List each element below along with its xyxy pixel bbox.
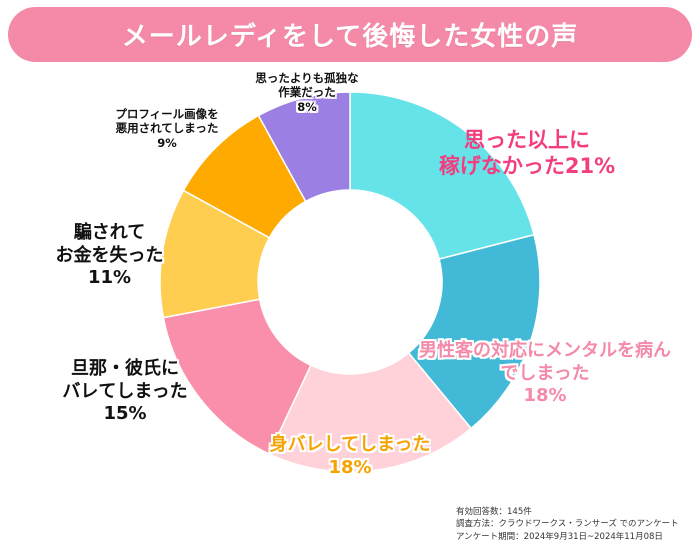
- donut-slice-2: [407, 233, 541, 430]
- label-partner: 旦那・彼氏に バレてしまった 15%: [40, 358, 210, 426]
- label-profile: プロフィール画像を 悪用されてしまった 9%: [92, 107, 242, 150]
- survey-method: 調査方法：クラウドワークス・ランサーズ でのアンケート: [456, 519, 679, 530]
- label-profile-line1: プロフィール画像を: [115, 107, 219, 121]
- label-lonely-line1: 思ったよりも孤独な: [255, 71, 359, 85]
- label-partner-line1: 旦那・彼氏に: [71, 358, 179, 379]
- label-money-pct: 11%: [87, 267, 132, 288]
- label-earnings-line1: 思った以上に: [464, 128, 590, 152]
- label-lonely: 思ったよりも孤独な 作業だった 8%: [237, 71, 377, 114]
- title-banner: メールレディをして後悔した女性の声: [8, 7, 692, 62]
- label-mental-pct: 18%: [523, 385, 567, 406]
- label-mental-line2: でしまった: [500, 362, 590, 384]
- label-partner-line2: バレてしまった: [62, 380, 188, 402]
- donut-slice-7: [257, 91, 351, 203]
- donut-slice-3: [268, 351, 473, 473]
- label-lonely-line2: 作業だった: [278, 85, 336, 100]
- label-lonely-pct: 8%: [297, 99, 317, 114]
- chart-title: メールレディをして後悔した女性の声: [121, 22, 579, 52]
- label-earnings-line2: 稼げなかった21%: [438, 154, 616, 179]
- label-mental: 男性客の対応にメンタルを病ん でしまった 18%: [395, 340, 695, 408]
- survey-count: 有効回答数：145件: [456, 507, 532, 517]
- label-identity-pct: 18%: [328, 456, 372, 478]
- label-profile-line2: 悪用されてしまった: [115, 121, 219, 136]
- label-money: 騙されて お金を失った 11%: [22, 222, 197, 290]
- donut-slice-1: [349, 91, 535, 261]
- label-earnings: 思った以上に 稼げなかった21%: [412, 127, 642, 180]
- label-mental-line1: 男性客の対応にメンタルを病ん: [419, 340, 671, 361]
- label-identity: 身バレしてしまった 18%: [250, 434, 450, 479]
- label-money-line1: 騙されて: [73, 222, 146, 243]
- label-identity-line1: 身バレしてしまった: [269, 434, 431, 455]
- donut-slice-4: [162, 298, 312, 455]
- survey-notes: 有効回答数：145件 調査方法：クラウドワークス・ランサーズ でのアンケート ア…: [456, 506, 679, 543]
- survey-period: アンケート期間：2024年9月31日~2024年11月08日: [456, 531, 663, 542]
- label-profile-pct: 9%: [157, 135, 177, 150]
- label-partner-pct: 15%: [103, 403, 147, 424]
- label-money-line2: お金を失った: [55, 244, 164, 266]
